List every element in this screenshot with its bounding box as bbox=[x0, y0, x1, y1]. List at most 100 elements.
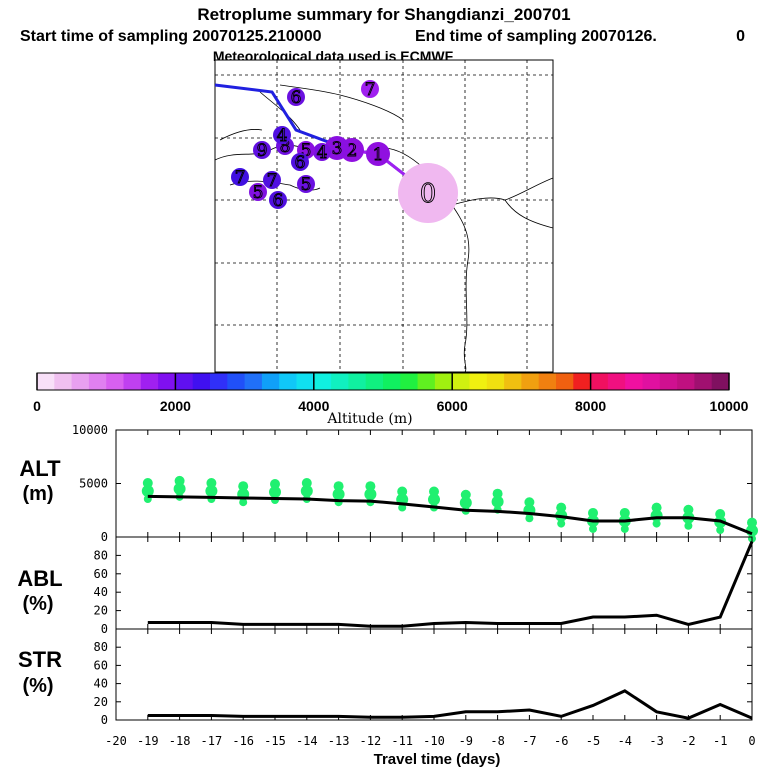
x-tick-label: -12 bbox=[360, 734, 382, 748]
altitude-colorbar: 0 2000 4000 6000 8000 10000 bbox=[33, 372, 749, 414]
chart-title: Retroplume summary for Shangdianzi_20070… bbox=[197, 5, 570, 24]
altitude-point bbox=[173, 482, 186, 495]
map-frame bbox=[214, 59, 554, 373]
colorbar-swatch bbox=[677, 373, 695, 390]
colorbar-swatch bbox=[175, 373, 194, 390]
colorbar-swatch bbox=[694, 373, 713, 390]
colorbar-swatch bbox=[279, 373, 297, 390]
y-tick-label: 10000 bbox=[72, 423, 108, 437]
altitude-point bbox=[747, 517, 757, 528]
colorbar-tick-label: 6000 bbox=[437, 398, 468, 414]
map-marker bbox=[398, 163, 458, 223]
map-marker-label: 5 bbox=[253, 183, 264, 203]
altitude-point bbox=[332, 488, 345, 501]
colorbar-tick-label: 0 bbox=[33, 398, 41, 414]
x-axis: -20 -19 -18 -17 -16 -15 -14 -13 -12 -11 -10 -9 -8 -7-… bbox=[105, 734, 755, 748]
x-tick-label: -10 bbox=[423, 734, 445, 748]
map-marker-label: 2 bbox=[347, 141, 358, 161]
altitude-point bbox=[206, 477, 217, 488]
altitude-point bbox=[651, 502, 662, 513]
map-marker-label: 4 bbox=[277, 126, 288, 146]
altitude-point bbox=[141, 484, 154, 497]
altitude-point bbox=[589, 524, 597, 533]
x-tick-label: -16 bbox=[232, 734, 254, 748]
altitude-point bbox=[492, 488, 503, 499]
altitude-point bbox=[364, 488, 377, 501]
y-tick-label: 80 bbox=[94, 640, 108, 654]
colorbar-swatch bbox=[88, 373, 107, 390]
y-tick-label: 40 bbox=[94, 585, 108, 599]
map-marker-label: 9 bbox=[257, 141, 268, 161]
y-tick-label: 0 bbox=[101, 530, 108, 544]
altitude-point bbox=[174, 475, 185, 486]
colorbar-swatch bbox=[37, 373, 55, 390]
panel-title: ALT bbox=[19, 456, 61, 481]
panel-title: STR bbox=[18, 647, 62, 672]
x-tick-label: -5 bbox=[586, 734, 600, 748]
map-marker-label: 3 bbox=[332, 139, 343, 159]
panel-unit: (%) bbox=[22, 593, 53, 615]
colorbar-swatch bbox=[469, 373, 488, 390]
map-marker-label: 5 bbox=[301, 175, 312, 195]
altitude-point bbox=[652, 519, 661, 528]
map-marker bbox=[366, 142, 390, 166]
y-tick-label: 20 bbox=[94, 695, 108, 709]
altitude-point bbox=[300, 484, 313, 497]
x-tick-label: 0 bbox=[748, 734, 755, 748]
colorbar-swatch bbox=[556, 373, 574, 390]
map-marker bbox=[287, 88, 305, 106]
altitude-point bbox=[429, 486, 439, 497]
altitude-point bbox=[715, 509, 726, 520]
colorbar-swatch bbox=[504, 373, 522, 390]
x-tick-label: -19 bbox=[137, 734, 159, 748]
colorbar-swatch bbox=[54, 373, 73, 390]
map-marker bbox=[269, 191, 287, 209]
colorbar-swatch bbox=[383, 373, 401, 390]
map-marker bbox=[313, 143, 331, 161]
map-gridlines bbox=[215, 60, 553, 372]
altitude-point bbox=[683, 504, 694, 515]
panel-unit: (m) bbox=[22, 483, 53, 505]
altitude-point bbox=[524, 497, 535, 508]
map-marker bbox=[291, 153, 309, 171]
map-marker bbox=[231, 168, 249, 186]
colorbar-swatch bbox=[538, 373, 557, 390]
altitude-point bbox=[365, 481, 376, 492]
colorbar-swatch bbox=[625, 373, 643, 390]
map-marker-label: 8 bbox=[280, 137, 291, 157]
colorbar-tick-label: 4000 bbox=[298, 398, 329, 414]
map-marker-label: 6 bbox=[295, 153, 306, 173]
y-tick-label: 20 bbox=[94, 604, 108, 618]
colorbar-swatch bbox=[573, 373, 592, 390]
map-marker-label: 7 bbox=[365, 80, 376, 100]
panel-unit: (%) bbox=[22, 675, 53, 697]
x-tick-label: -4 bbox=[618, 734, 632, 748]
altitude-point bbox=[301, 477, 312, 488]
altitude-point bbox=[239, 498, 248, 507]
altitude-point bbox=[557, 519, 566, 528]
map-marker-label: 7 bbox=[235, 168, 246, 188]
x-tick-label: -7 bbox=[522, 734, 536, 748]
colorbar-swatch bbox=[642, 373, 661, 390]
colorbar-swatch bbox=[192, 373, 211, 390]
start-time-label: Start time of sampling 20070125.210000 bbox=[20, 28, 322, 45]
colorbar-tick-label: 10000 bbox=[710, 398, 749, 414]
map-marker bbox=[325, 136, 349, 160]
map-marker bbox=[273, 126, 291, 144]
altitude-point bbox=[270, 479, 280, 490]
colorbar-swatch bbox=[434, 373, 453, 390]
x-tick-label: -14 bbox=[296, 734, 318, 748]
x-tick-label: -1 bbox=[713, 734, 727, 748]
altitude-point bbox=[460, 489, 471, 500]
colorbar-swatch bbox=[244, 373, 263, 390]
series-line-abl bbox=[147, 541, 754, 628]
altitude-point bbox=[428, 493, 440, 506]
altitude-point bbox=[619, 507, 630, 518]
map-marker-label: 1 bbox=[373, 145, 384, 165]
colorbar-swatch bbox=[400, 373, 419, 390]
x-tick-label: -13 bbox=[328, 734, 350, 748]
colorbar-swatch bbox=[227, 373, 246, 390]
altitude-point bbox=[525, 514, 534, 523]
